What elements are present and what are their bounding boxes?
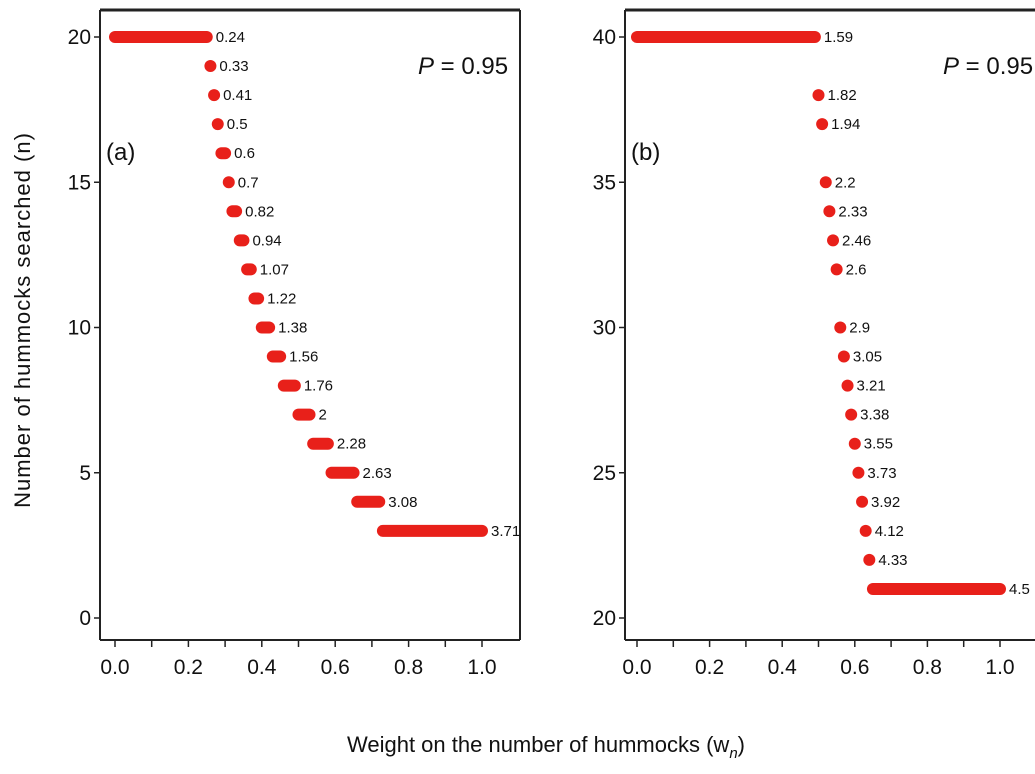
x-axis-title-close: ) (738, 732, 745, 757)
interval-label: 1.22 (267, 290, 296, 307)
p-value: = 0.95 (959, 53, 1033, 80)
panel-label: (a) (106, 139, 135, 166)
p-value-annotation: P = 0.95 (943, 53, 1033, 80)
x-tick-label: 0.0 (100, 656, 129, 679)
y-tick-label: 15 (68, 171, 91, 194)
interval-label: 1.38 (278, 320, 307, 337)
x-tick-label: 0.4 (247, 656, 277, 679)
interval-label: 2 (319, 407, 327, 424)
x-axis-title-sub: n (729, 745, 737, 762)
y-tick-label: 20 (68, 26, 91, 49)
y-axis-title-text: Number of hummocks searched (n) (10, 132, 35, 508)
panel-b: 0.0 0.2 0.4 0.6 0.8 1.0 20 25 30 35 40 (b) P = 0.95 1… (593, 8, 1035, 679)
x-axis-title-text: Weight on the number of hummocks (w (347, 732, 729, 757)
x-tick-label: 0.0 (622, 656, 651, 679)
y-tick-label: 30 (593, 317, 616, 340)
p-symbol: P (943, 53, 959, 80)
panel-label: (b) (631, 139, 660, 166)
interval-label: 3.21 (857, 378, 886, 395)
interval-label: 2.33 (838, 203, 867, 220)
x-axis-title: Weight on the number of hummocks (wn) (347, 732, 745, 762)
interval-label: 0.6 (234, 145, 255, 162)
y-axis-title: Number of hummocks searched (n) (10, 132, 35, 508)
y-tick-label: 0 (79, 607, 91, 630)
y-tick-label: 10 (68, 317, 91, 340)
interval-label: 0.41 (223, 87, 252, 104)
interval-label: 3.08 (388, 494, 417, 511)
interval-label: 3.05 (853, 349, 882, 366)
x-tick-label: 0.2 (695, 656, 724, 679)
x-tick-label: 1.0 (467, 656, 496, 679)
interval-label: 3.55 (864, 436, 893, 453)
p-value-annotation: P = 0.95 (418, 53, 508, 80)
interval-label: 0.24 (216, 29, 245, 46)
x-tick-label: 0.8 (913, 656, 942, 679)
y-tick-label: 5 (79, 462, 91, 485)
panel-a: 0.0 0.2 0.4 0.6 0.8 1.0 0 5 10 15 20 (a) P = 0.95 0.2… (68, 8, 521, 679)
interval-label: 3.73 (867, 465, 896, 482)
interval-label: 1.82 (828, 87, 857, 104)
interval-label: 2.63 (363, 465, 392, 482)
interval-label: 4.12 (875, 523, 904, 540)
interval-label: 0.94 (252, 232, 281, 249)
p-value: = 0.95 (434, 53, 508, 80)
interval-label: 3.38 (860, 407, 889, 424)
y-tick-label: 35 (593, 171, 616, 194)
interval-label: 0.82 (245, 203, 274, 220)
interval-label: 1.94 (831, 116, 860, 133)
interval-label: 2.2 (835, 174, 856, 191)
interval-label: 4.5 (1009, 581, 1030, 598)
x-tick-label: 1.0 (985, 656, 1014, 679)
interval-label: 2.6 (846, 261, 867, 278)
p-symbol: P (418, 53, 434, 80)
interval-label: 0.7 (238, 174, 259, 191)
interval-label: 1.56 (289, 349, 318, 366)
x-tick-label: 0.4 (768, 656, 798, 679)
y-tick-label: 25 (593, 462, 616, 485)
interval-label: 3.92 (871, 494, 900, 511)
interval-label: 1.07 (260, 261, 289, 278)
x-tick-label: 0.8 (394, 656, 423, 679)
y-tick-label: 20 (593, 607, 616, 630)
interval-label: 3.71 (491, 523, 520, 540)
interval-label: 4.33 (878, 552, 907, 569)
interval-label: 2.9 (849, 320, 870, 337)
y-tick-label: 40 (593, 26, 616, 49)
x-tick-label: 0.6 (321, 656, 350, 679)
interval-label: 2.28 (337, 436, 366, 453)
interval-label: 1.59 (824, 29, 853, 46)
interval-label: 1.76 (304, 378, 333, 395)
x-tick-label: 0.2 (174, 656, 203, 679)
interval-label: 0.5 (227, 116, 248, 133)
x-tick-label: 0.6 (840, 656, 869, 679)
interval-label: 2.46 (842, 232, 871, 249)
interval-label: 0.33 (219, 58, 248, 75)
